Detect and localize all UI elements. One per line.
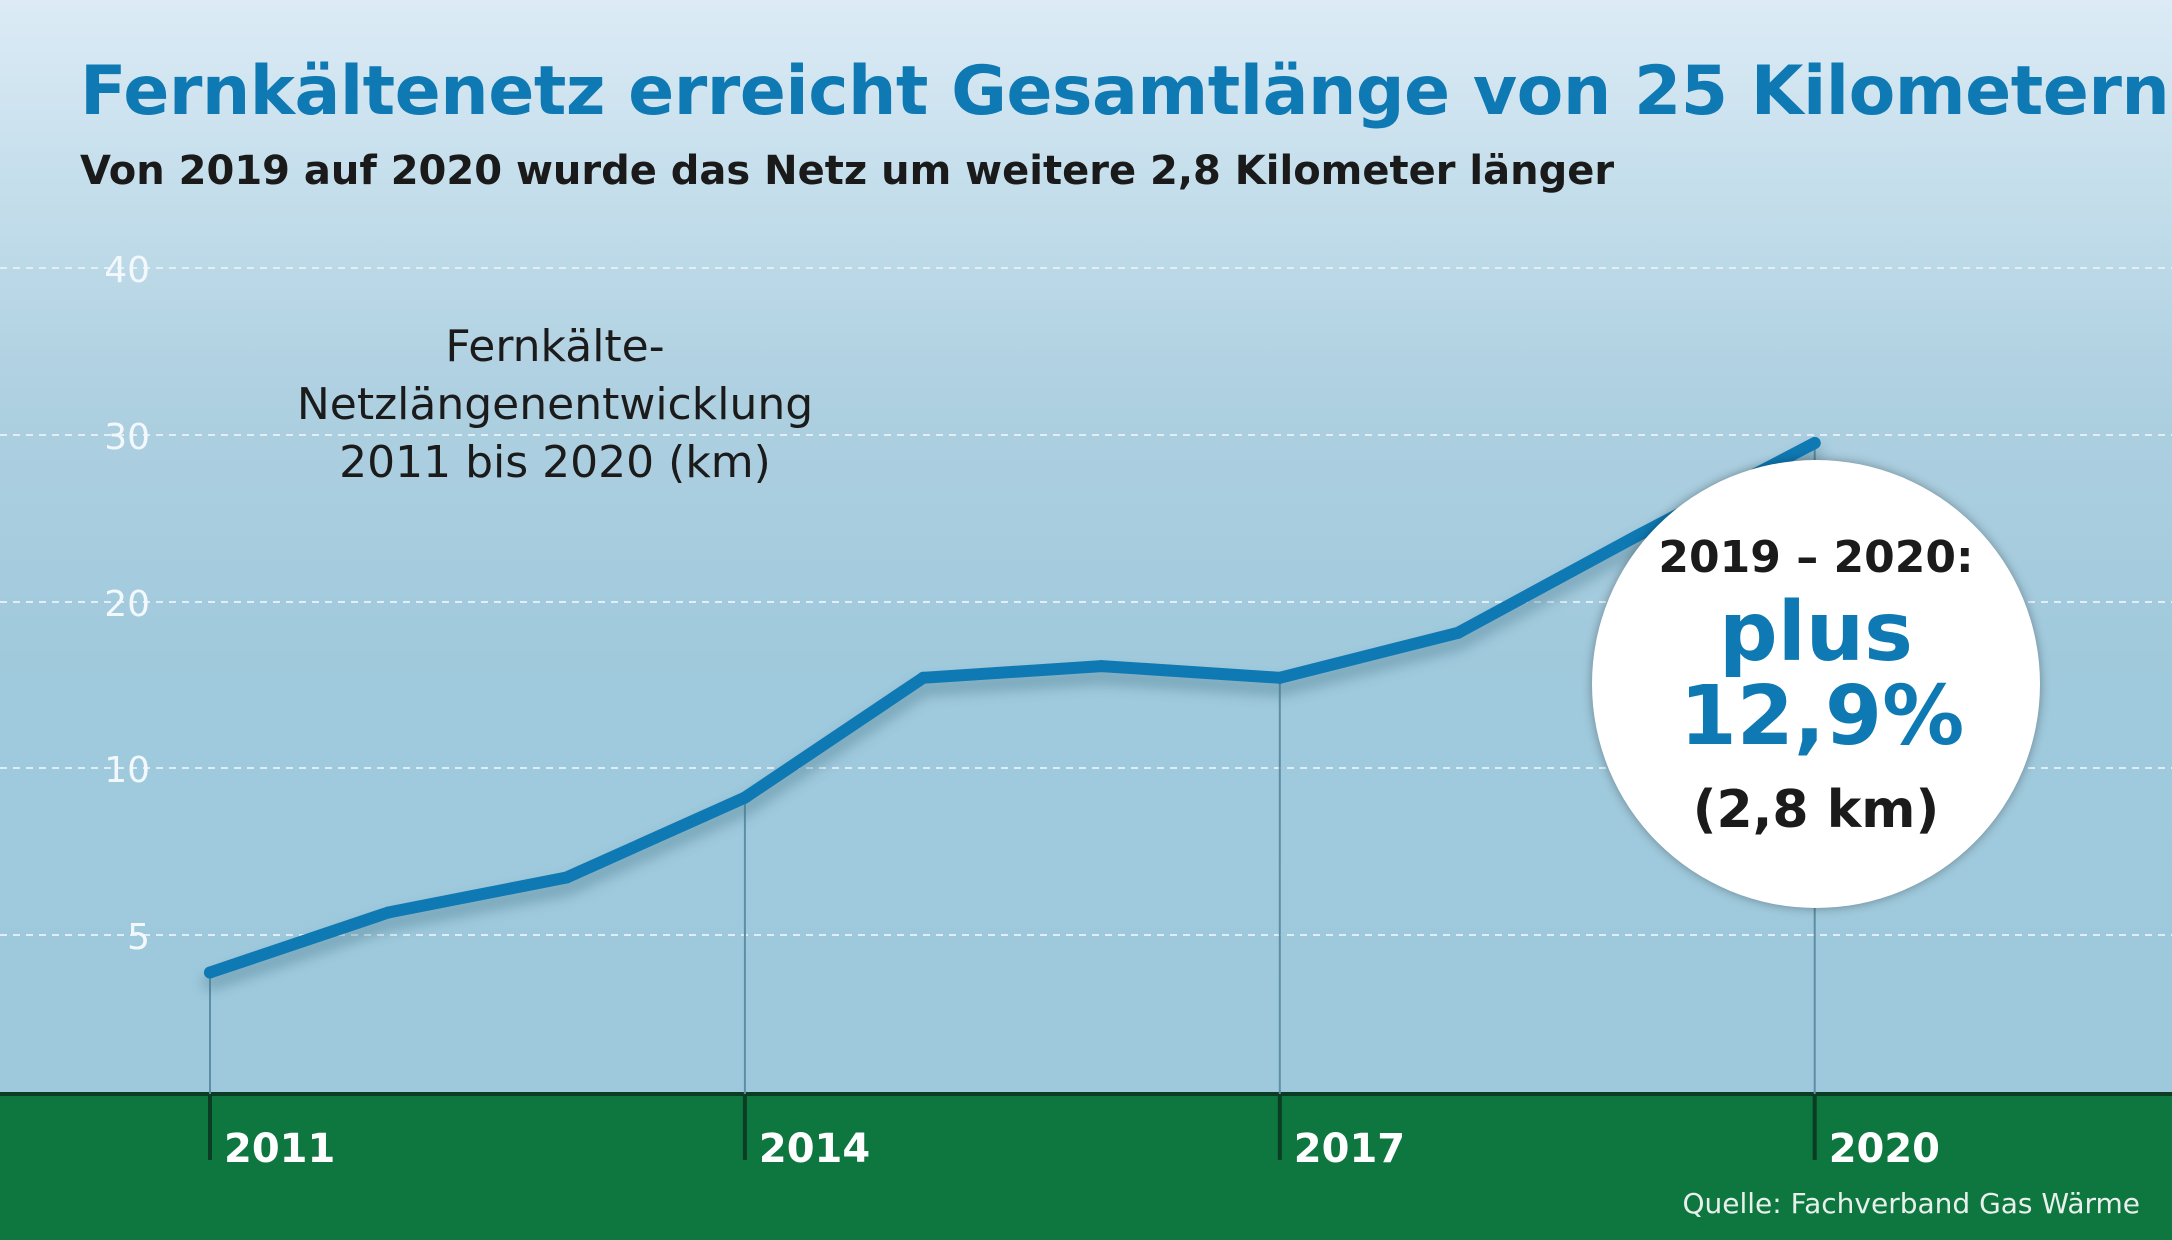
x-tick-label: 2014 xyxy=(759,1126,870,1172)
chart-subtitle: Von 2019 auf 2020 wurde das Netz um weit… xyxy=(80,148,1615,194)
annotation-line-1: Fernkälte- xyxy=(445,321,665,372)
x-tick-label: 2011 xyxy=(224,1126,335,1172)
y-tick-label: 30 xyxy=(104,417,150,458)
data-point xyxy=(382,906,395,919)
series-line xyxy=(204,437,1821,979)
callout-period: 2019 – 2020: xyxy=(1658,532,1974,583)
annotation-line-2: Netzlängenentwicklung xyxy=(296,379,814,430)
y-tick-label: 40 xyxy=(104,250,150,291)
source-note: Quelle: Fachverband Gas Wärme xyxy=(1682,1187,2140,1220)
data-point xyxy=(1273,671,1286,684)
data-point xyxy=(1630,530,1643,543)
callout-percent: 12,9% xyxy=(1679,669,1965,764)
data-point xyxy=(1095,660,1108,673)
chart-title: Fernkältenetz erreicht Gesamtlänge von 2… xyxy=(80,52,2170,131)
y-tick-label: 5 xyxy=(127,917,150,958)
x-tick-label: 2020 xyxy=(1829,1126,1940,1172)
growth-callout: 2019 – 2020: plus 12,9% (2,8 km) xyxy=(1592,460,2040,908)
y-tick-label: 20 xyxy=(104,584,150,625)
chart-annotation: Fernkälte- Netzlängenentwicklung 2011 bi… xyxy=(255,318,855,492)
series-line-shadow xyxy=(203,446,1822,990)
data-point xyxy=(738,791,751,804)
annotation-line-3: 2011 bis 2020 (km) xyxy=(339,437,771,488)
data-point xyxy=(917,671,930,684)
x-tick-label: 2017 xyxy=(1294,1126,1405,1172)
data-point xyxy=(560,871,573,884)
callout-label: plus xyxy=(1719,585,1913,680)
footer-band xyxy=(0,1092,2172,1240)
callout-distance: (2,8 km) xyxy=(1692,780,1940,840)
data-point xyxy=(1452,626,1465,639)
data-point xyxy=(1808,436,1821,449)
data-point xyxy=(204,966,216,979)
y-tick-label: 10 xyxy=(104,750,150,791)
